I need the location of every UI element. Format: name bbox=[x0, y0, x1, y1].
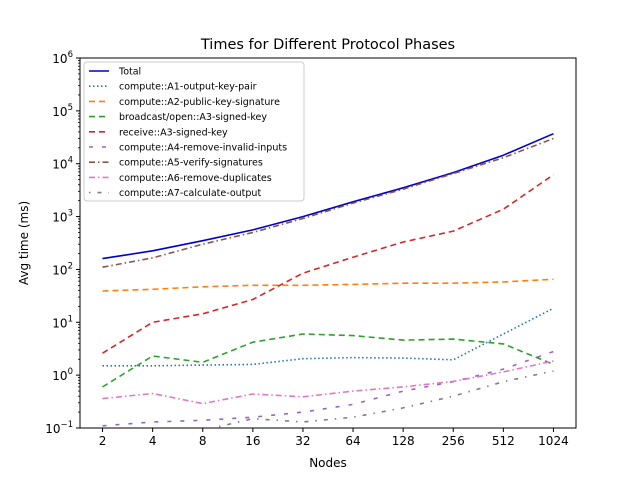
legend-label-5: receive::A3-signed-key bbox=[119, 127, 228, 138]
legend-label-1: Total bbox=[118, 67, 141, 78]
series-line-9 bbox=[209, 370, 554, 428]
x-tick-label: 2 bbox=[99, 434, 107, 448]
legend-label-7: compute::A5-verify-signatures bbox=[119, 158, 263, 169]
x-tick-label: 32 bbox=[295, 434, 310, 448]
x-tick-label: 4 bbox=[149, 434, 157, 448]
y-tick-label: 105 bbox=[52, 103, 73, 119]
y-tick-label: 100 bbox=[52, 367, 73, 383]
series-line-1 bbox=[102, 132, 554, 260]
series-line-8 bbox=[102, 360, 554, 405]
x-tick-label: 128 bbox=[392, 434, 415, 448]
y-tick-label: 104 bbox=[52, 156, 73, 172]
plot-frame bbox=[79, 57, 577, 429]
x-axis: 2 4 8 16 32 64 128 256 512 1024 bbox=[99, 428, 569, 448]
y-tick-label: 103 bbox=[52, 209, 73, 225]
x-tick-label: 8 bbox=[199, 434, 207, 448]
x-tick-label: 64 bbox=[345, 434, 360, 448]
legend-box bbox=[83, 61, 305, 202]
series-line-4 bbox=[102, 333, 554, 388]
y-axis-label: Avg time (ms) bbox=[17, 201, 31, 285]
y-tick-label: 106 bbox=[52, 50, 73, 66]
y-tick-label: 10−1 bbox=[45, 420, 73, 436]
legend-label-4: broadcast/open::A3-signed-key bbox=[119, 112, 267, 123]
x-tick-label: 16 bbox=[245, 434, 260, 448]
legend-label-6: compute::A4-remove-invalid-inputs bbox=[119, 143, 287, 154]
series-layer bbox=[102, 132, 554, 428]
legend-label-9: compute::A7-calculate-output bbox=[119, 188, 261, 199]
legend-label-2: compute::A1-output-key-pair bbox=[119, 82, 257, 93]
series-line-3 bbox=[102, 278, 554, 292]
x-axis-label: Nodes bbox=[309, 456, 347, 470]
series-line-5 bbox=[102, 174, 554, 354]
legend: Totalcompute::A1-output-key-paircompute:… bbox=[83, 61, 305, 202]
x-tick-label: 512 bbox=[492, 434, 515, 448]
series-line-7 bbox=[102, 137, 554, 268]
legend-label-8: compute::A6-remove-duplicates bbox=[119, 173, 272, 184]
x-tick-label: 1024 bbox=[538, 434, 569, 448]
y-axis: 10−1 100 101 102 103 104 105 106 bbox=[45, 50, 80, 436]
x-tick-label: 256 bbox=[442, 434, 465, 448]
chart-title: Times for Different Protocol Phases bbox=[200, 37, 455, 53]
y-tick-label: 101 bbox=[52, 314, 73, 330]
legend-label-3: compute::A2-public-key-signature bbox=[119, 97, 280, 108]
y-tick-label: 102 bbox=[52, 261, 73, 277]
series-line-6 bbox=[102, 350, 554, 427]
series-line-2 bbox=[102, 307, 554, 367]
